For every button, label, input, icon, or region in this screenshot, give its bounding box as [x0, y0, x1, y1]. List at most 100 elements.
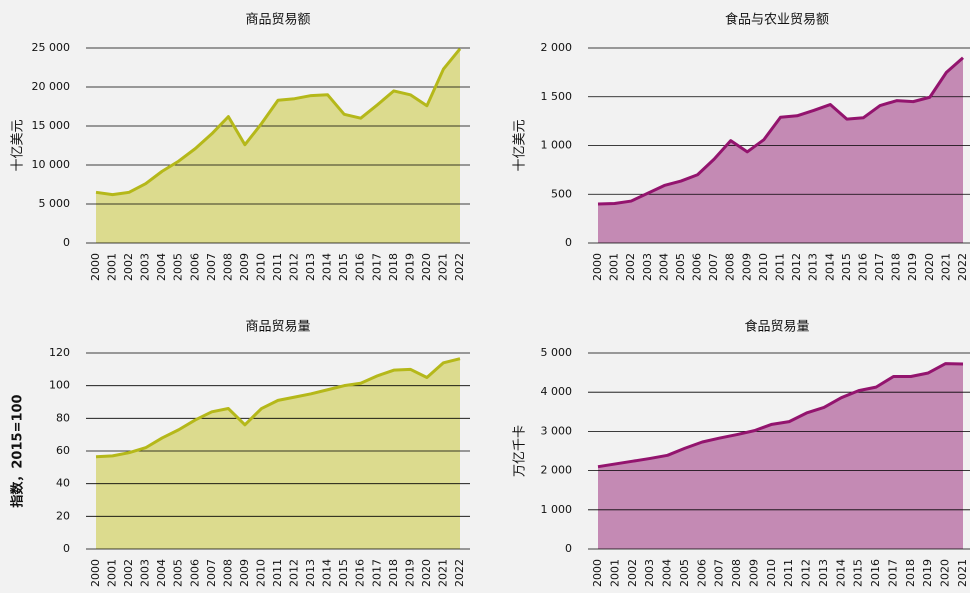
- x-tick-label: 2015: [852, 559, 865, 587]
- x-tick-label: 2001: [608, 253, 621, 281]
- x-tick-label: 2000: [89, 559, 102, 587]
- area-fill: [598, 57, 963, 243]
- x-tick-label: 2013: [304, 559, 317, 587]
- y-tick-label: 100: [49, 379, 70, 392]
- x-tick-label: 2007: [713, 559, 726, 587]
- x-tick-label: 2002: [624, 253, 637, 281]
- y-tick-label: 3 000: [541, 424, 573, 437]
- x-tick-label: 2000: [591, 559, 604, 587]
- x-tick-label: 2021: [939, 253, 952, 281]
- x-tick-label: 2021: [436, 559, 449, 587]
- y-tick-label: 4 000: [541, 385, 573, 398]
- x-tick-label: 2010: [254, 559, 267, 587]
- x-tick-label: 2013: [807, 253, 820, 281]
- x-tick-label: 2019: [906, 253, 919, 281]
- x-tick-label: 2009: [747, 559, 760, 587]
- x-tick-label: 2009: [740, 253, 753, 281]
- y-tick-label: 1 500: [541, 90, 573, 103]
- x-tick-label: 2008: [730, 559, 743, 587]
- x-tick-label: 2016: [869, 559, 882, 587]
- x-tick-label: 2014: [321, 559, 334, 587]
- x-tick-label: 2012: [288, 253, 301, 281]
- y-tick-label: 2 000: [541, 464, 573, 477]
- y-tick-label: 25 000: [32, 41, 71, 54]
- x-tick-label: 2018: [890, 253, 903, 281]
- y-tick-label: 5 000: [541, 346, 573, 359]
- x-tick-label: 2000: [591, 253, 604, 281]
- x-tick-label: 2006: [188, 253, 201, 281]
- x-tick-label: 2015: [337, 253, 350, 281]
- x-tick-label: 2018: [387, 559, 400, 587]
- x-tick-label: 2017: [886, 559, 899, 587]
- x-tick-label: 2006: [691, 253, 704, 281]
- y-tick-label: 5 000: [39, 197, 71, 210]
- y-tick-label: 20: [56, 509, 70, 522]
- x-tick-label: 2016: [354, 253, 367, 281]
- x-tick-label: 2012: [800, 559, 813, 587]
- x-tick-label: 2004: [661, 559, 674, 587]
- y-tick-label: 40: [56, 477, 70, 490]
- y-axis-label: 十亿美元: [513, 119, 528, 171]
- x-tick-label: 2017: [873, 253, 886, 281]
- x-tick-label: 2016: [856, 253, 869, 281]
- y-tick-label: 1 000: [541, 503, 573, 516]
- data-line: [597, 56, 964, 206]
- x-tick-label: 2015: [337, 559, 350, 587]
- chart-title: 商品贸易量: [245, 320, 310, 335]
- x-tick-label: 2017: [370, 253, 383, 281]
- x-tick-label: 2007: [707, 253, 720, 281]
- x-tick-label: 2004: [657, 253, 670, 281]
- data-line: [597, 362, 964, 469]
- x-tick-label: 2010: [757, 253, 770, 281]
- y-tick-label: 10 000: [32, 158, 71, 171]
- x-tick-label: 2011: [271, 559, 284, 587]
- x-tick-label: 2007: [205, 559, 218, 587]
- y-tick-label: 60: [56, 444, 70, 457]
- x-tick-label: 2003: [139, 559, 152, 587]
- x-tick-label: 2001: [106, 253, 119, 281]
- x-tick-label: 2003: [643, 559, 656, 587]
- y-axis-label: 指数，2015=100: [10, 394, 26, 507]
- x-tick-label: 2013: [304, 253, 317, 281]
- y-tick-label: 2 000: [541, 41, 573, 54]
- x-tick-label: 2006: [188, 559, 201, 587]
- x-tick-label: 2002: [122, 559, 135, 587]
- y-tick-label: 0: [565, 236, 572, 249]
- x-tick-label: 2005: [678, 559, 691, 587]
- y-axis-label: 万亿千卡: [513, 425, 528, 477]
- x-tick-label: 2022: [453, 559, 466, 587]
- x-tick-label: 2018: [387, 253, 400, 281]
- x-tick-label: 2020: [939, 559, 952, 587]
- data-line: [95, 47, 462, 197]
- x-tick-label: 2019: [403, 559, 416, 587]
- x-tick-label: 2006: [695, 559, 708, 587]
- x-tick-label: 2018: [904, 559, 917, 587]
- x-tick-label: 2003: [641, 253, 654, 281]
- x-tick-label: 2019: [403, 253, 416, 281]
- x-tick-label: 2021: [956, 559, 969, 587]
- chart-title: 食品贸易量: [744, 319, 809, 335]
- y-tick-label: 0: [565, 542, 572, 555]
- x-tick-label: 2007: [205, 253, 218, 281]
- x-tick-label: 2014: [834, 559, 847, 587]
- x-tick-label: 2008: [221, 253, 234, 281]
- area-fill: [598, 363, 963, 549]
- x-tick-label: 2011: [774, 253, 787, 281]
- x-tick-label: 2009: [238, 253, 251, 281]
- x-tick-label: 2020: [420, 559, 433, 587]
- y-tick-label: 0: [63, 542, 70, 555]
- x-tick-label: 2014: [321, 253, 334, 281]
- x-tick-label: 2002: [626, 559, 639, 587]
- x-tick-label: 2020: [420, 253, 433, 281]
- x-tick-label: 2005: [172, 253, 185, 281]
- x-tick-label: 2005: [674, 253, 687, 281]
- y-tick-label: 0: [63, 236, 70, 249]
- y-tick-label: 20 000: [32, 80, 71, 93]
- y-tick-label: 80: [56, 411, 70, 424]
- x-tick-label: 2013: [817, 559, 830, 587]
- chart-title: 食品与农业贸易额: [725, 12, 829, 28]
- x-tick-label: 2015: [840, 253, 853, 281]
- x-tick-label: 2011: [271, 253, 284, 281]
- x-tick-label: 2010: [765, 559, 778, 587]
